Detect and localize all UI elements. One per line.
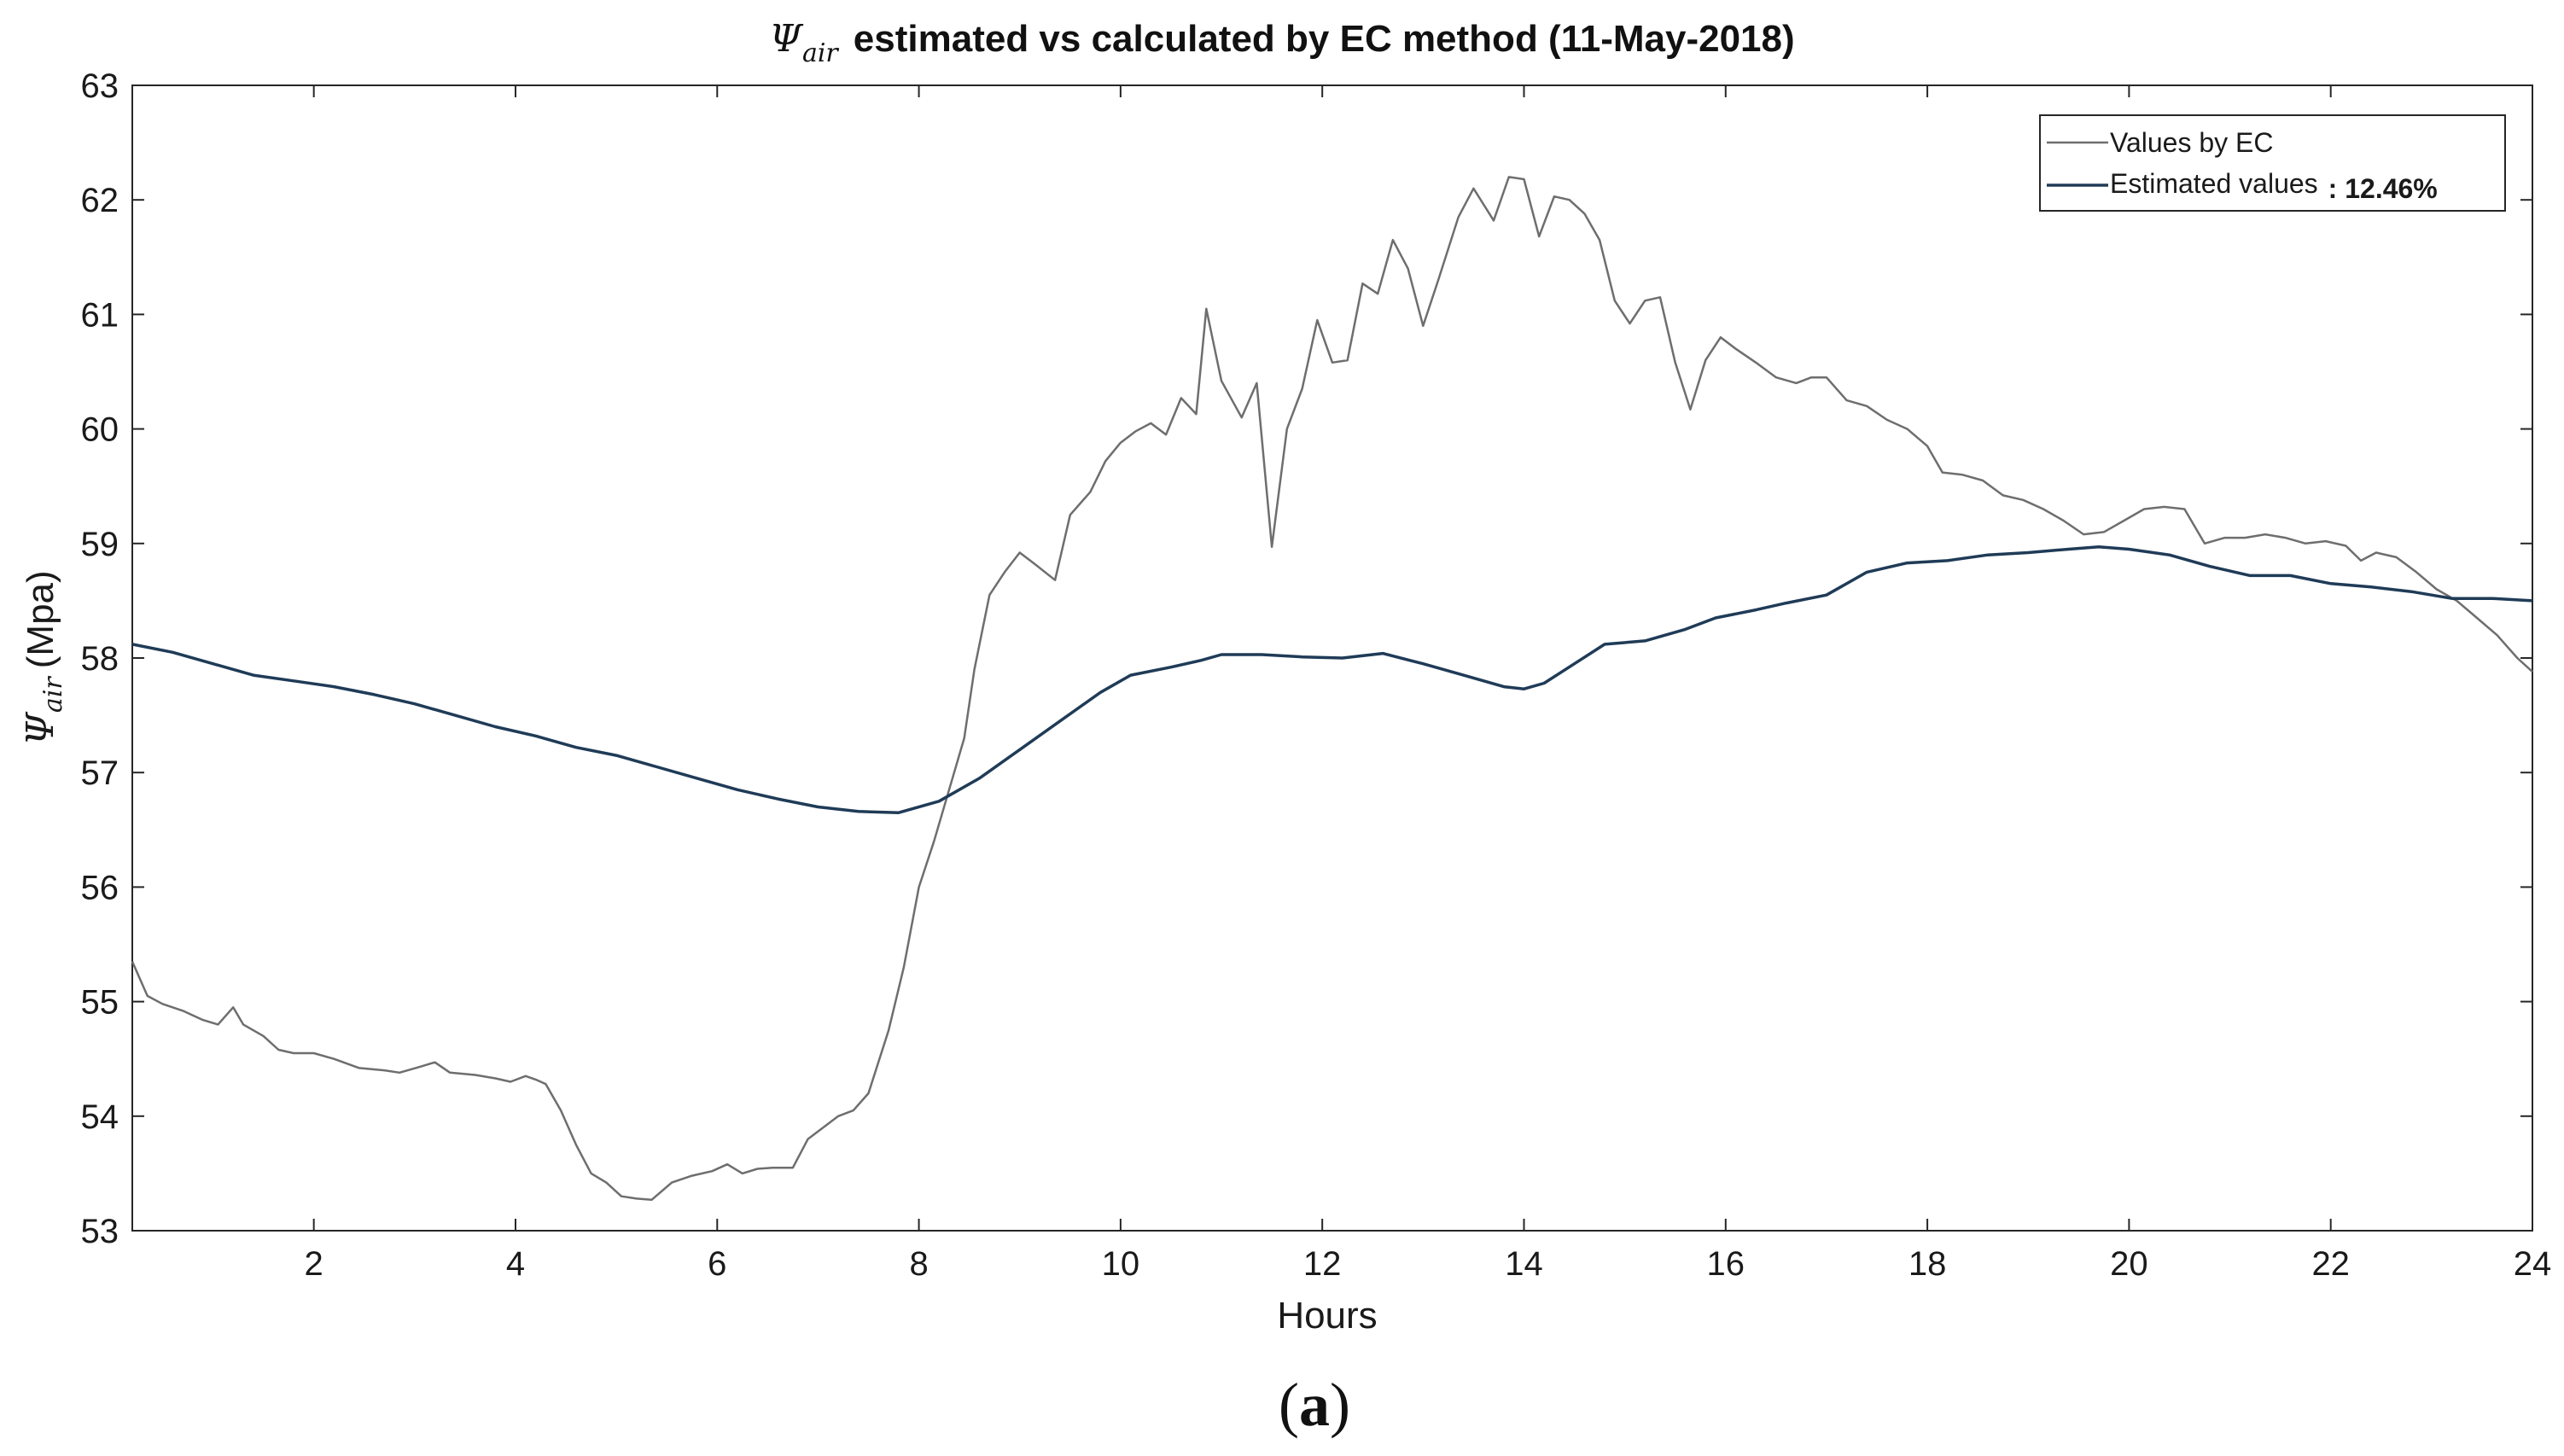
x-axis-label: Hours bbox=[1277, 1295, 1377, 1337]
x-tick-label: 2 bbox=[305, 1245, 323, 1283]
x-tick-label: 20 bbox=[2110, 1245, 2148, 1283]
x-tick-label: 24 bbox=[2514, 1245, 2552, 1283]
x-tick-label: 14 bbox=[1505, 1245, 1543, 1283]
x-tick-label: 4 bbox=[506, 1245, 525, 1283]
ylabel-subscript: air bbox=[38, 676, 68, 713]
y-tick-label: 54 bbox=[81, 1098, 119, 1136]
chart-title: Ψair estimated vs calculated by EC method… bbox=[769, 17, 1794, 68]
title-rest: estimated vs calculated by EC method (11… bbox=[854, 18, 1795, 60]
y-tick-label: 62 bbox=[81, 182, 119, 219]
x-tick-label: 10 bbox=[1102, 1245, 1140, 1283]
x-tick-label: 12 bbox=[1303, 1245, 1342, 1283]
legend-box bbox=[2039, 114, 2506, 212]
subfigure-caption: (a) bbox=[1279, 1371, 1350, 1439]
x-tick-label: 8 bbox=[909, 1245, 928, 1283]
y-tick-label: 56 bbox=[81, 869, 119, 906]
caption-letter: a bbox=[1299, 1371, 1330, 1439]
legend-estimated-annotation: : 12.46% bbox=[2328, 173, 2438, 204]
y-tick-label: 53 bbox=[81, 1213, 119, 1250]
legend-estimated-name: Estimated values bbox=[2110, 168, 2318, 199]
y-tick-label: 55 bbox=[81, 984, 119, 1022]
y-axis-ticks: 53 54 55 56 57 58 59 60 61 62 63 bbox=[81, 67, 2532, 1250]
caption-open-paren: ( bbox=[1279, 1371, 1299, 1439]
y-tick-label: 57 bbox=[81, 754, 119, 792]
title-symbol: Ψ bbox=[769, 17, 803, 61]
y-tick-label: 61 bbox=[81, 296, 119, 334]
x-tick-label: 16 bbox=[1707, 1245, 1745, 1283]
legend-label-ec: Values by EC bbox=[2110, 127, 2274, 158]
y-tick-label: 59 bbox=[81, 526, 119, 563]
legend: Values by EC Estimated values : 12.46% bbox=[2039, 114, 2506, 212]
y-tick-label: 63 bbox=[81, 67, 119, 105]
x-tick-label: 22 bbox=[2311, 1245, 2350, 1283]
y-tick-label: 60 bbox=[81, 411, 119, 449]
series-layer bbox=[131, 176, 2533, 1202]
y-tick-label: 58 bbox=[81, 640, 119, 678]
ylabel-symbol: Ψ bbox=[19, 712, 62, 746]
x-tick-label: 6 bbox=[708, 1245, 726, 1283]
series-line-estimated bbox=[131, 545, 2533, 814]
x-axis-ticks: 2 4 6 8 10 12 14 16 18 20 22 24 bbox=[305, 85, 2552, 1283]
ylabel-rest: (Mpa) bbox=[20, 570, 61, 668]
x-tick-label: 18 bbox=[1908, 1245, 1947, 1283]
y-axis-label: Ψair (Mpa) bbox=[19, 570, 68, 745]
series-line-ec bbox=[131, 176, 2533, 1202]
legend-label-estimated: Estimated values : 12.46% bbox=[2110, 168, 2438, 204]
caption-close-paren: ) bbox=[1330, 1371, 1350, 1439]
title-subscript: air bbox=[802, 38, 839, 68]
